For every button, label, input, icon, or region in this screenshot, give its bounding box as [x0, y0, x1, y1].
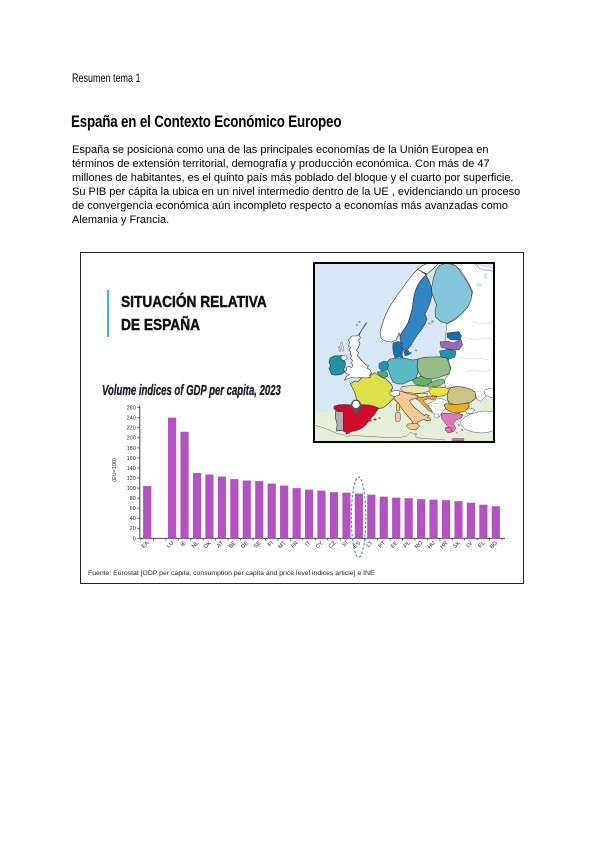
svg-text:SI: SI: [341, 540, 349, 548]
svg-text:HR: HR: [439, 541, 449, 551]
svg-text:IT: IT: [304, 540, 312, 548]
svg-text:RO: RO: [414, 540, 425, 551]
svg-text:EL: EL: [477, 541, 486, 550]
svg-text:PT: PT: [377, 540, 387, 550]
svg-text:NL: NL: [190, 541, 199, 550]
svg-text:CY: CY: [314, 541, 324, 551]
svg-text:(EU=100): (EU=100): [111, 458, 117, 482]
svg-text:SE: SE: [252, 541, 262, 551]
svg-text:240: 240: [126, 416, 135, 422]
svg-text:20: 20: [129, 527, 135, 533]
svg-text:CZ: CZ: [327, 540, 337, 550]
svg-text:80: 80: [129, 496, 135, 502]
svg-text:MT: MT: [277, 540, 287, 550]
svg-text:FR: FR: [290, 541, 300, 551]
svg-text:0: 0: [132, 537, 135, 543]
svg-text:160: 160: [126, 456, 135, 462]
svg-text:200: 200: [126, 436, 135, 442]
svg-text:140: 140: [126, 466, 135, 472]
svg-text:100: 100: [126, 486, 135, 492]
svg-text:SK: SK: [452, 541, 462, 551]
svg-text:EA: EA: [140, 541, 150, 551]
svg-text:LU: LU: [166, 541, 175, 550]
svg-text:DE: DE: [240, 541, 250, 551]
svg-text:IE: IE: [179, 541, 187, 549]
svg-text:220: 220: [126, 426, 135, 432]
svg-text:HU: HU: [426, 541, 436, 551]
svg-text:120: 120: [126, 476, 135, 482]
svg-text:LV: LV: [465, 541, 474, 550]
svg-text:BG: BG: [489, 541, 499, 551]
svg-text:60: 60: [129, 506, 135, 512]
svg-text:FI: FI: [267, 540, 275, 548]
svg-text:DK: DK: [202, 541, 212, 551]
svg-text:180: 180: [126, 446, 135, 452]
svg-text:40: 40: [129, 517, 135, 523]
svg-text:PL: PL: [402, 541, 411, 550]
svg-text:LT: LT: [365, 540, 374, 549]
svg-text:ES: ES: [352, 541, 362, 551]
svg-text:260: 260: [126, 406, 135, 412]
svg-text:BE: BE: [228, 541, 238, 551]
svg-text:AT: AT: [216, 540, 225, 549]
svg-text:EE: EE: [389, 541, 399, 551]
